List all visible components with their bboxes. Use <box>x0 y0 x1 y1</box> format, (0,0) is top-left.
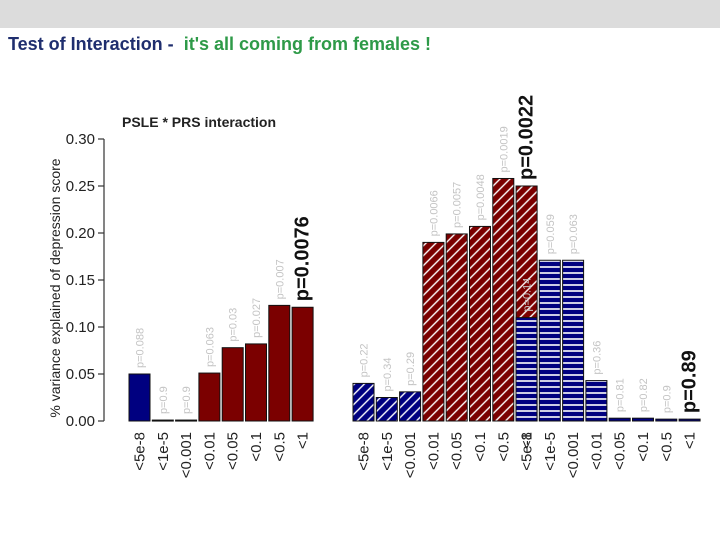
bar <box>399 391 422 422</box>
p-value-label: p=0.22 <box>359 343 371 377</box>
p-value-label: p=0.81 <box>615 378 627 412</box>
p-value-label: p=0.0076 <box>292 216 314 301</box>
p-value-label: p=0.0057 <box>452 182 464 228</box>
bar <box>538 259 561 422</box>
bar <box>422 241 445 422</box>
top-bar <box>0 0 720 28</box>
x-tick-label: <1e-5 <box>379 432 396 471</box>
bar <box>245 343 267 422</box>
p-value-label: p=0.088 <box>135 328 147 368</box>
x-tick-label: <5e-8 <box>519 432 536 471</box>
x-tick-label: <1e-5 <box>155 432 172 471</box>
bar <box>515 317 538 422</box>
p-value-label: p=0.89 <box>679 350 701 413</box>
x-tick-label: <0.05 <box>225 432 242 470</box>
y-tick-label: 0.10 <box>66 319 95 336</box>
slide-title: Test of Interaction - it's all coming fr… <box>8 34 431 55</box>
p-value-label: p=0.03 <box>228 308 240 342</box>
p-value-label: p=0.82 <box>638 378 650 412</box>
slide-title-part1: Test of Interaction - <box>8 34 174 54</box>
bar <box>221 347 244 422</box>
p-value-label: p=0.0019 <box>498 126 510 172</box>
y-tick-label: 0.00 <box>66 413 95 430</box>
p-value-label: p=0.9 <box>158 386 170 414</box>
x-tick-label: <0.1 <box>248 432 265 462</box>
bar-chart: 0.00 0.05 0.10 0.15 0.20 0.25 0.30% variance e… <box>47 95 701 478</box>
p-value-label: p=0.027 <box>251 298 263 338</box>
y-tick-label: 0.05 <box>66 366 95 383</box>
x-tick-label: <0.5 <box>495 432 512 462</box>
y-tick-label: 0.30 <box>66 131 95 148</box>
p-value-label: p=0.007 <box>274 259 286 299</box>
bar <box>562 259 585 422</box>
p-value-label: p=0.9 <box>181 386 193 414</box>
x-tick-label: <5e-8 <box>132 432 149 471</box>
p-value-label: p=0.34 <box>382 358 394 392</box>
x-tick-label: <0.5 <box>271 432 288 462</box>
bar <box>268 304 291 422</box>
x-tick-label: <0.001 <box>178 432 195 478</box>
y-axis-label: % variance explained of depression score <box>47 158 63 417</box>
x-tick-label: <0.1 <box>472 432 489 462</box>
x-tick-label: <0.001 <box>402 432 419 478</box>
bar <box>445 233 468 422</box>
x-tick-label: <0.05 <box>449 432 466 470</box>
x-tick-label: <0.001 <box>565 432 582 478</box>
x-tick-label: <0.01 <box>425 432 442 470</box>
bar <box>585 380 608 422</box>
bar <box>198 372 221 422</box>
x-tick-label: <0.01 <box>588 432 605 470</box>
bar <box>492 177 515 422</box>
p-value-label: p=0.0066 <box>428 190 440 236</box>
x-tick-label: <0.05 <box>612 432 629 470</box>
y-tick-label: 0.25 <box>66 178 95 195</box>
bar <box>655 418 678 422</box>
bar <box>352 382 375 422</box>
p-value-label: p=0.063 <box>568 214 580 254</box>
x-tick-label: <0.1 <box>635 432 652 462</box>
slide-title-part2: it's all coming from females ! <box>183 34 432 54</box>
x-tick-label: <0.5 <box>658 432 675 462</box>
y-tick-label: 0.15 <box>66 272 95 289</box>
p-value-label: p=0.29 <box>405 352 417 386</box>
x-tick-label: <0.01 <box>201 432 218 470</box>
bar <box>128 373 151 422</box>
x-tick-label: <1e-5 <box>542 432 559 471</box>
bar <box>175 419 198 422</box>
p-value-label: p=0.36 <box>591 341 603 375</box>
p-value-label: p=0.14 <box>522 278 534 312</box>
bar <box>678 418 701 422</box>
p-value-label: p=0.0022 <box>516 95 538 180</box>
y-tick-label: 0.20 <box>66 225 95 242</box>
bar <box>469 225 491 422</box>
p-value-label: p=0.9 <box>661 385 673 413</box>
bar <box>151 419 174 422</box>
x-tick-label: <5e-8 <box>356 432 373 471</box>
chart-title: PSLE * PRS interaction <box>122 114 276 130</box>
p-value-label: p=0.0048 <box>475 174 487 220</box>
x-tick-label: <1 <box>519 432 536 449</box>
x-tick-label: <1 <box>682 432 699 449</box>
bar <box>375 397 398 422</box>
x-tick-label: <1 <box>295 432 312 449</box>
bar <box>632 417 654 422</box>
bar <box>291 306 314 422</box>
p-value-label: p=0.063 <box>204 327 216 367</box>
p-value-label: p=0.059 <box>545 214 557 254</box>
bar <box>608 417 631 422</box>
